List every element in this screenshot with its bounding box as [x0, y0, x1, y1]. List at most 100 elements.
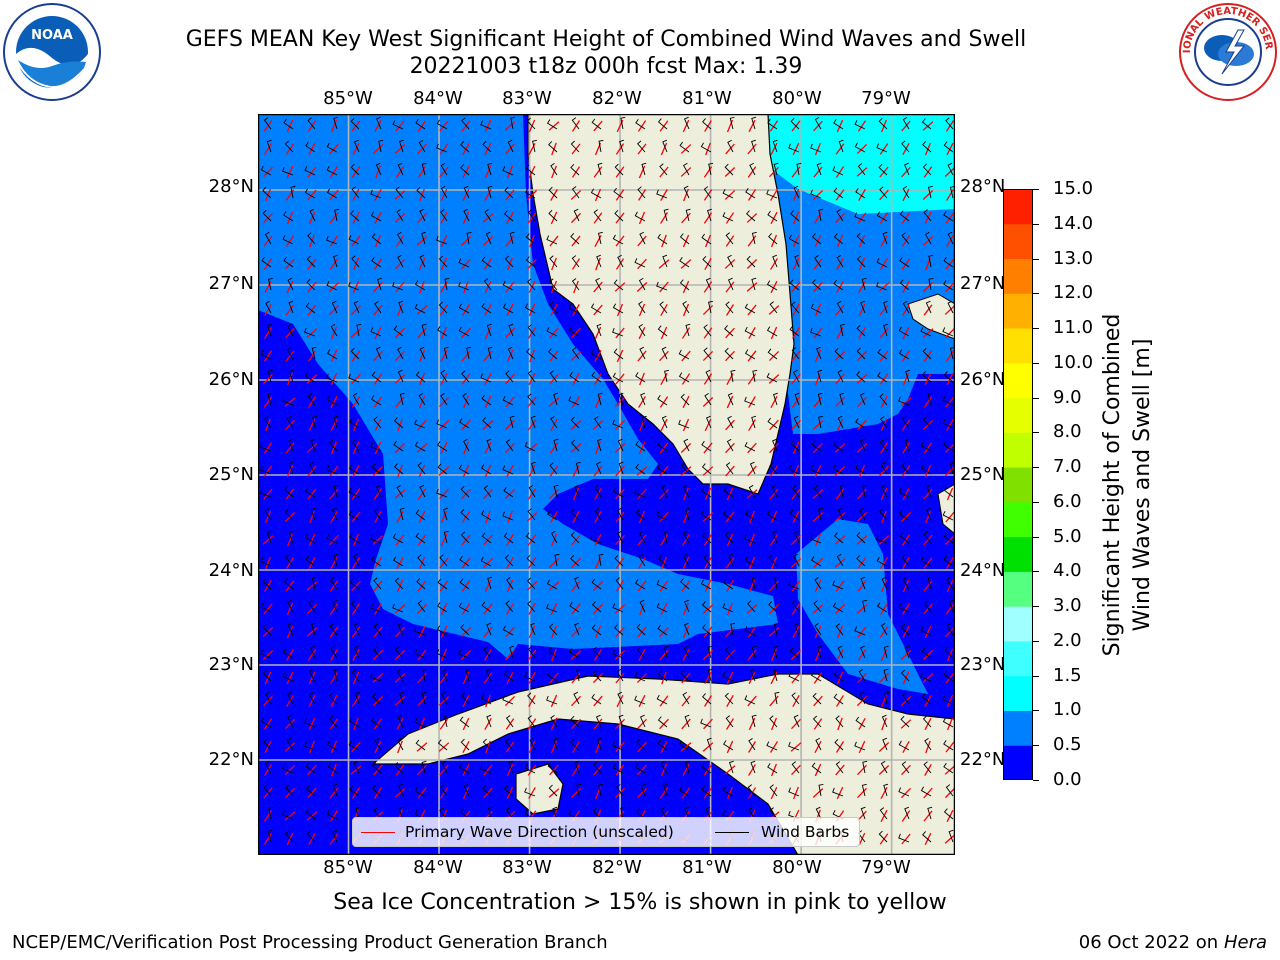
wind-barb	[348, 235, 360, 245]
wave-direction-arrow	[329, 603, 339, 615]
wind-barb	[553, 484, 559, 498]
wind-barb	[371, 257, 382, 268]
wind-barb	[856, 232, 866, 245]
wind-barb	[482, 785, 492, 797]
wave-direction-arrow	[264, 556, 272, 570]
wind-barb	[856, 371, 866, 383]
wave-direction-arrow	[879, 373, 889, 385]
wind-barb	[262, 669, 272, 682]
wave-direction-arrow	[858, 189, 866, 201]
wave-direction-arrow	[262, 650, 274, 660]
wave-direction-arrow	[724, 765, 736, 775]
wind-barb	[860, 645, 866, 659]
wave-direction-arrow	[747, 350, 757, 362]
wind-barb	[904, 806, 910, 820]
wind-barb	[570, 531, 580, 544]
wave-direction-arrow	[417, 143, 427, 155]
colorbar-tick-label: 15.0	[1053, 178, 1094, 199]
wind-barb	[793, 415, 800, 429]
wave-direction-arrow	[374, 510, 382, 524]
wind-barb	[463, 208, 470, 222]
wind-barb	[350, 600, 360, 613]
wind-barb	[306, 278, 316, 291]
wind-barb	[943, 740, 954, 751]
wind-barb	[813, 600, 822, 613]
colorbar-title-line2: Wind Waves and Swell [m]	[1130, 338, 1155, 632]
wave-direction-arrow	[792, 510, 800, 524]
wind-barb	[657, 233, 668, 245]
wind-barb	[685, 208, 691, 222]
wave-direction-arrow	[592, 420, 604, 430]
wave-direction-arrow	[593, 695, 603, 707]
wind-barb	[438, 301, 448, 314]
wind-barb	[724, 347, 734, 360]
wave-direction-arrow	[791, 764, 801, 776]
wind-barb	[308, 668, 316, 682]
wind-barb	[437, 739, 448, 751]
wind-barb	[440, 369, 448, 383]
wind-barb	[458, 281, 470, 291]
wind-barb	[532, 139, 537, 153]
wind-barb	[923, 761, 932, 774]
wind-barb	[636, 623, 646, 636]
colorbar-tick-mark	[1033, 745, 1039, 747]
wave-direction-arrow	[682, 556, 690, 570]
wave-direction-arrow	[813, 557, 823, 569]
wind-barb	[635, 372, 646, 383]
wind-barb	[922, 416, 932, 429]
wind-barb	[328, 439, 338, 452]
wind-barb	[569, 371, 580, 383]
colorbar-tick-label: 10.0	[1053, 351, 1094, 373]
wave-direction-arrow	[725, 442, 735, 454]
wave-direction-arrow	[660, 418, 668, 432]
wind-barb	[510, 116, 516, 130]
wind-barb	[373, 577, 382, 590]
wave-direction-arrow	[330, 418, 338, 432]
wind-barb	[661, 415, 668, 429]
wind-barb	[817, 369, 823, 383]
wave-direction-arrow	[548, 581, 560, 591]
wind-barb	[590, 534, 602, 544]
host-name: Hera	[1223, 932, 1267, 953]
wind-barb	[789, 509, 800, 521]
wave-direction-arrow	[528, 372, 536, 386]
wave-direction-arrow	[725, 465, 735, 477]
wind-barb	[397, 737, 404, 751]
lat-label-left-22n: 22°N	[208, 749, 254, 770]
wave-direction-arrow	[263, 258, 273, 270]
wind-barb	[525, 256, 536, 268]
wind-barb	[657, 325, 668, 337]
wave-direction-arrow	[880, 235, 888, 247]
wind-barb	[419, 484, 426, 498]
wind-barb	[421, 231, 427, 245]
wave-direction-arrow	[484, 165, 492, 179]
wave-direction-arrow	[703, 787, 713, 799]
lon-label-bottom-84w: 84°W	[413, 857, 463, 878]
wind-barb	[591, 371, 602, 383]
wind-barb	[486, 622, 492, 636]
wind-barb	[370, 327, 382, 337]
wave-direction-arrow	[813, 396, 823, 408]
wave-direction-arrow	[526, 443, 538, 453]
wind-barb	[437, 463, 448, 475]
wind-barb	[656, 511, 668, 521]
wave-direction-arrow	[440, 211, 448, 225]
wave-direction-arrow	[792, 464, 800, 478]
wind-barb	[508, 323, 514, 337]
wind-barb	[767, 417, 778, 429]
wind-barb	[684, 599, 690, 613]
wind-barb	[898, 787, 910, 797]
wave-direction-arrow	[900, 650, 912, 660]
wave-direction-arrow	[549, 327, 559, 339]
wind-barb	[725, 462, 734, 475]
wave-direction-arrow	[351, 235, 361, 247]
wind-barb	[348, 464, 360, 475]
wave-direction-arrow	[593, 304, 603, 316]
wave-direction-arrow	[680, 443, 692, 453]
wind-barb	[328, 692, 338, 705]
wave-direction-arrow	[461, 419, 471, 431]
wave-direction-arrow	[416, 305, 428, 315]
wave-direction-arrow	[836, 281, 844, 293]
wind-barb	[947, 300, 954, 314]
wind-barb	[924, 738, 932, 751]
